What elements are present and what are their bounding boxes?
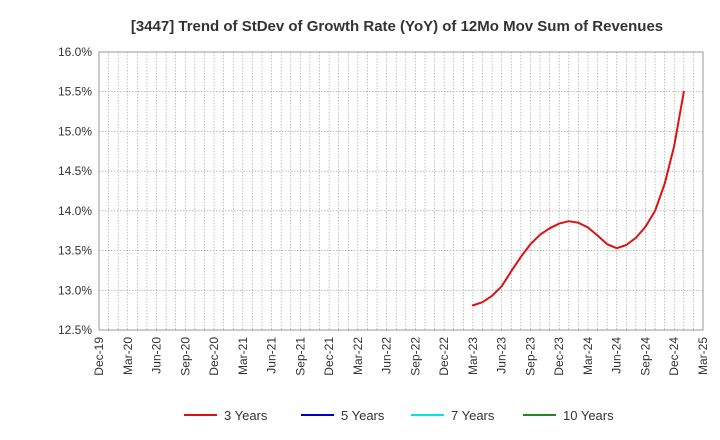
series-line-3-years xyxy=(471,90,685,307)
x-tick-label: Jun-24 xyxy=(610,337,624,374)
y-tick-label: 15.0% xyxy=(58,124,92,138)
legend: 3 Years 5 Years 7 Years 10 Years xyxy=(184,408,614,423)
x-tick-label: Sep-20 xyxy=(178,337,192,376)
x-tick-label: Mar-22 xyxy=(351,337,365,375)
x-tick-label: Sep-24 xyxy=(638,337,652,376)
x-tick-label: Mar-24 xyxy=(581,337,595,375)
x-tick-label: Sep-23 xyxy=(523,337,537,376)
x-tick-label: Jun-23 xyxy=(495,337,509,374)
y-tick-label: 13.5% xyxy=(58,244,92,258)
y-tick-label: 13.0% xyxy=(58,283,92,297)
x-tick-label: Mar-21 xyxy=(236,337,250,375)
x-axis: Dec-19 Mar-20 Jun-20 Sep-20 Dec-20 Mar-21 Jun-… xyxy=(92,337,710,376)
x-tick-label: Jun-22 xyxy=(380,337,394,374)
y-axis: 12.5% 13.0% 13.5% 14.0% 14.5% 15.0% 15.5% 16.0% xyxy=(58,45,92,337)
x-tick-label: Sep-21 xyxy=(293,337,307,376)
x-tick-label: Dec-23 xyxy=(552,337,566,376)
legend-label: 3 Years xyxy=(224,408,268,423)
y-tick-label: 14.0% xyxy=(58,204,92,218)
x-tick-label: Dec-22 xyxy=(437,337,451,376)
grid xyxy=(99,51,703,331)
x-tick-label: Mar-20 xyxy=(121,337,135,375)
chart-title: [3447] Trend of StDev of Growth Rate (Yo… xyxy=(131,18,663,35)
x-tick-label: Dec-19 xyxy=(92,337,106,376)
x-tick-label: Dec-24 xyxy=(667,337,681,376)
plot-frame xyxy=(98,51,704,331)
x-tick-label: Mar-25 xyxy=(696,337,710,375)
legend-label: 10 Years xyxy=(563,408,614,423)
x-tick-label: Jun-21 xyxy=(265,337,279,374)
y-tick-label: 16.0% xyxy=(58,45,92,59)
x-tick-label: Jun-20 xyxy=(150,337,164,374)
x-tick-label: Mar-23 xyxy=(466,337,480,375)
y-tick-label: 12.5% xyxy=(58,323,92,337)
y-tick-label: 14.5% xyxy=(58,164,92,178)
x-tick-label: Dec-21 xyxy=(322,337,336,376)
x-tick-label: Dec-20 xyxy=(207,337,221,376)
legend-label: 5 Years xyxy=(341,408,385,423)
plot-border xyxy=(98,51,704,331)
series-lines xyxy=(471,90,685,307)
y-tick-label: 15.5% xyxy=(58,85,92,99)
x-tick-label: Sep-22 xyxy=(408,337,422,376)
legend-label: 7 Years xyxy=(451,408,495,423)
